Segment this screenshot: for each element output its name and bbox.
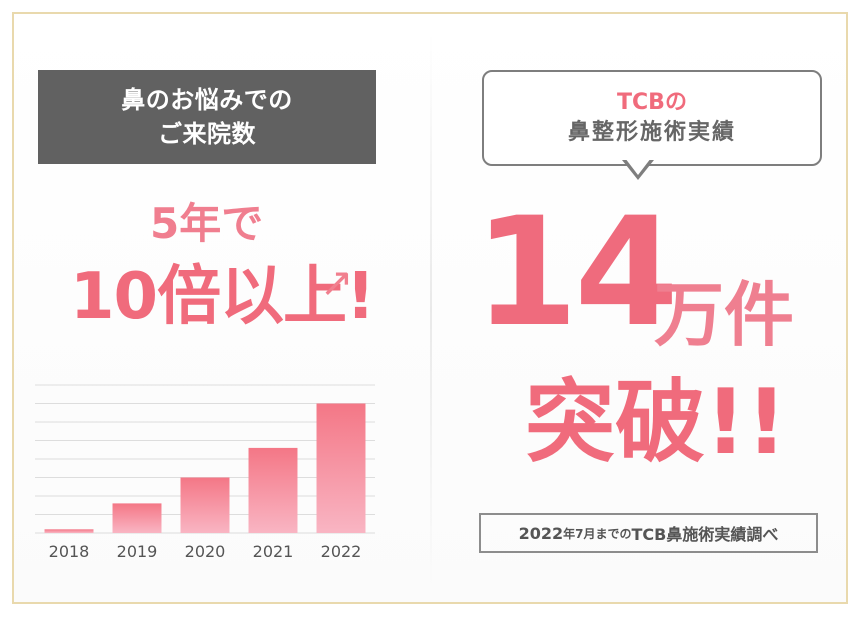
bubble-line-2: 鼻整形施術実績 [567,120,736,145]
bar-2019 [112,503,162,533]
x-tick-label: 2019 [117,542,158,561]
left-header: 鼻のお悩みでの ご来院数 [38,70,376,164]
x-tick-label: 2020 [185,542,226,561]
breakthrough-text: 突破!! [525,370,788,475]
growth-claim: 5年で 10倍以上! ↗ [70,190,390,340]
speech-bubble: TCBの 鼻整形施術実績 [482,70,822,166]
source-note-mid: 年7月までの [563,526,632,541]
bubble-line-1: TCBの [617,90,687,115]
bar-2018 [44,529,94,533]
left-header-line-1: 鼻のお悩みでの [121,86,293,114]
big-number: 14 [474,186,679,360]
bar-2021 [248,447,298,533]
x-tick-label: 2021 [253,542,294,561]
source-note-end: TCB鼻施術実績調べ [631,525,779,544]
bar-chart: 2018 2019 2020 2021 2022 [35,384,375,561]
up-arrow-icon: ↗ [320,260,354,306]
source-note: 2022 年7月までの TCB鼻施術実績調べ [479,513,818,553]
growth-claim-line-1: 5年で [150,199,264,248]
left-header-line-2: ご来院数 [158,120,256,148]
panel-divider [430,30,432,590]
bubble-tail-inner [625,158,651,175]
source-note-year: 2022 [518,523,564,543]
bar-2022 [316,403,366,533]
bar-2020 [180,477,230,533]
x-tick-label: 2022 [321,542,362,561]
unit-text: 万件 [654,274,794,356]
growth-claim-line-2: 10倍以上! [70,260,375,334]
x-tick-label: 2018 [49,542,90,561]
